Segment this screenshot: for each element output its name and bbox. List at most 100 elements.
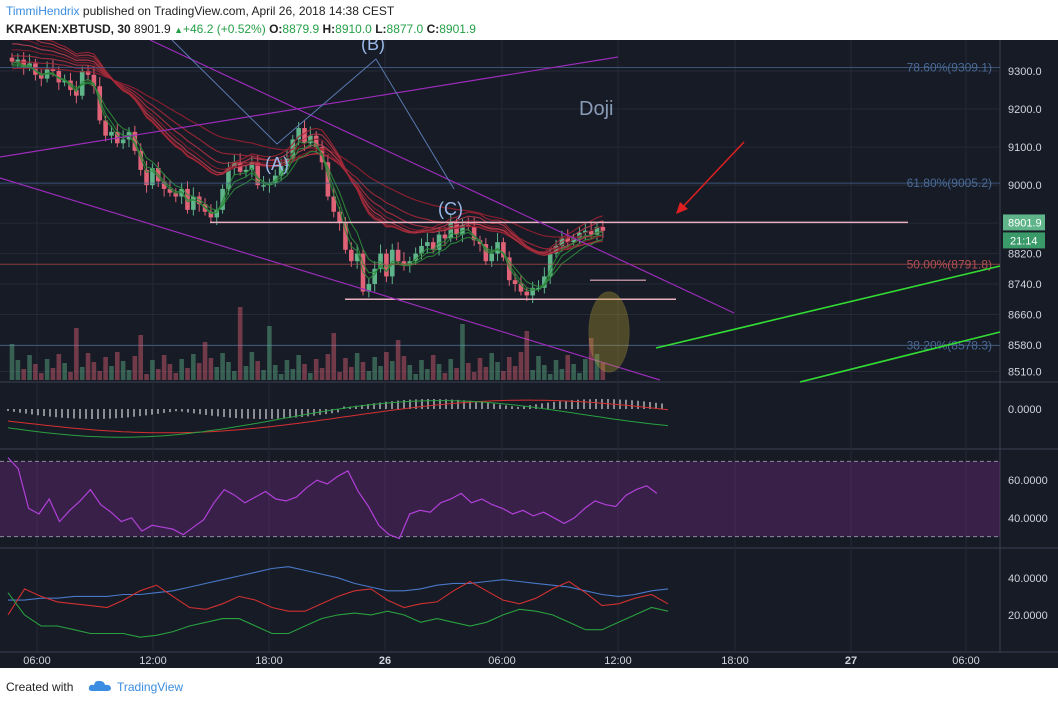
candle-body [50, 69, 56, 71]
candle-body [489, 253, 494, 262]
candle-body [243, 169, 249, 172]
candle-body [542, 276, 547, 288]
candle-body [255, 162, 260, 186]
volume-bar [436, 364, 442, 380]
candle-body [512, 280, 518, 285]
time-tick-label: 12:00 [139, 655, 167, 667]
volume-bar [74, 328, 79, 380]
candle-body [91, 74, 97, 87]
volume-bar [191, 354, 196, 380]
green-channel-upper [655, 265, 1001, 349]
volume-bar [477, 358, 483, 380]
volume-bar [120, 361, 126, 380]
low-value: 8877.0 [386, 22, 424, 36]
macd-tick-label: 0.0000 [1008, 404, 1042, 416]
candle-body [471, 226, 477, 241]
tradingview-link[interactable]: TradingView [117, 680, 184, 694]
rsi-line [7, 457, 658, 540]
high-value: 8910.0 [335, 22, 372, 36]
volume-bar [249, 352, 255, 380]
volume-bar [430, 355, 436, 380]
candle-body [354, 253, 360, 262]
chart-area[interactable]: 78.60%(9309.1) 61.80%(9005.2) 50.00%(8791.… [0, 40, 1058, 668]
candle-body [530, 287, 535, 296]
author-link[interactable]: TimmiHendrix [6, 4, 80, 18]
candle-body [448, 223, 454, 239]
low-label: L: [375, 22, 387, 36]
volume-bar [79, 367, 85, 380]
volume-bar [407, 365, 413, 380]
time-tick-label: 27 [845, 655, 857, 667]
volume-bar [571, 364, 576, 380]
candle-body [372, 268, 377, 285]
time-tag [1003, 232, 1045, 249]
red-arrow-icon [676, 202, 688, 214]
candle-body [571, 238, 576, 243]
volume-bar [343, 358, 348, 380]
candle-body [33, 63, 38, 75]
volume-bar [354, 353, 360, 380]
volume-group [9, 307, 606, 380]
volume-bar [214, 367, 220, 380]
volume-bar [506, 357, 512, 380]
volume-bar [91, 362, 97, 380]
volume-bar [553, 360, 559, 380]
created-with-text: Created with [6, 680, 74, 694]
candle-body [284, 158, 290, 167]
candle-body [553, 245, 559, 254]
volume-bar [38, 373, 44, 380]
candle-body [547, 253, 553, 277]
price-tick-label: 8510.0 [1008, 367, 1042, 379]
candle-body [594, 226, 600, 235]
candle-body [583, 230, 588, 233]
candle-body [21, 59, 26, 68]
volume-bar [389, 361, 395, 380]
candle-body [15, 59, 21, 62]
volume-bar [208, 358, 214, 380]
volume-bar [15, 360, 21, 380]
candle-body [425, 242, 430, 246]
volume-bar [565, 355, 571, 380]
volume-bar [284, 360, 290, 380]
symbol-label: KRAKEN:XBTUSD, 30 [6, 22, 131, 36]
candle-body [483, 244, 489, 262]
up-triangle-icon: ▲ [174, 25, 183, 35]
price-tag-label: 8901.9 [1008, 217, 1042, 229]
candle-body [173, 192, 179, 197]
volume-bar [325, 354, 331, 380]
volume-bar [489, 353, 494, 380]
volume-bar [261, 370, 266, 380]
volume-bar [202, 342, 208, 380]
candle-body [103, 120, 108, 136]
time-tick-label: 26 [379, 655, 391, 667]
volume-bar [466, 363, 471, 380]
volume-bar [237, 307, 243, 380]
candle-body [132, 131, 138, 151]
volume-bar [331, 333, 337, 380]
publish-line: TimmiHendrix published on TradingView.co… [6, 4, 394, 18]
candle-body [366, 284, 372, 292]
volume-bar [126, 370, 132, 380]
candle-body [413, 253, 418, 262]
volume-bar [419, 360, 424, 380]
volume-bar [196, 363, 202, 380]
rsi-tick-label: 40.0000 [1008, 513, 1048, 525]
volume-bar [185, 368, 190, 380]
chart-svg[interactable]: 78.60%(9309.1) 61.80%(9005.2) 50.00%(8791.… [0, 40, 1058, 668]
volume-bar [232, 371, 237, 380]
volume-bar [21, 369, 26, 380]
volume-bar [272, 365, 278, 380]
volume-bar [132, 356, 138, 380]
price-change: +46.2 (+0.52%) [183, 22, 266, 36]
candle-body [144, 169, 149, 186]
candle-body [9, 57, 15, 62]
ema-line-red [42, 40, 603, 253]
footer: Created with TradingView [0, 670, 1058, 704]
volume-bar [395, 340, 401, 380]
candle-body [436, 234, 442, 250]
tradingview-cloud-icon [88, 680, 111, 691]
volume-bar [9, 344, 15, 380]
volume-bar [150, 360, 155, 380]
volume-bar [278, 374, 284, 380]
volume-bar [401, 356, 407, 380]
